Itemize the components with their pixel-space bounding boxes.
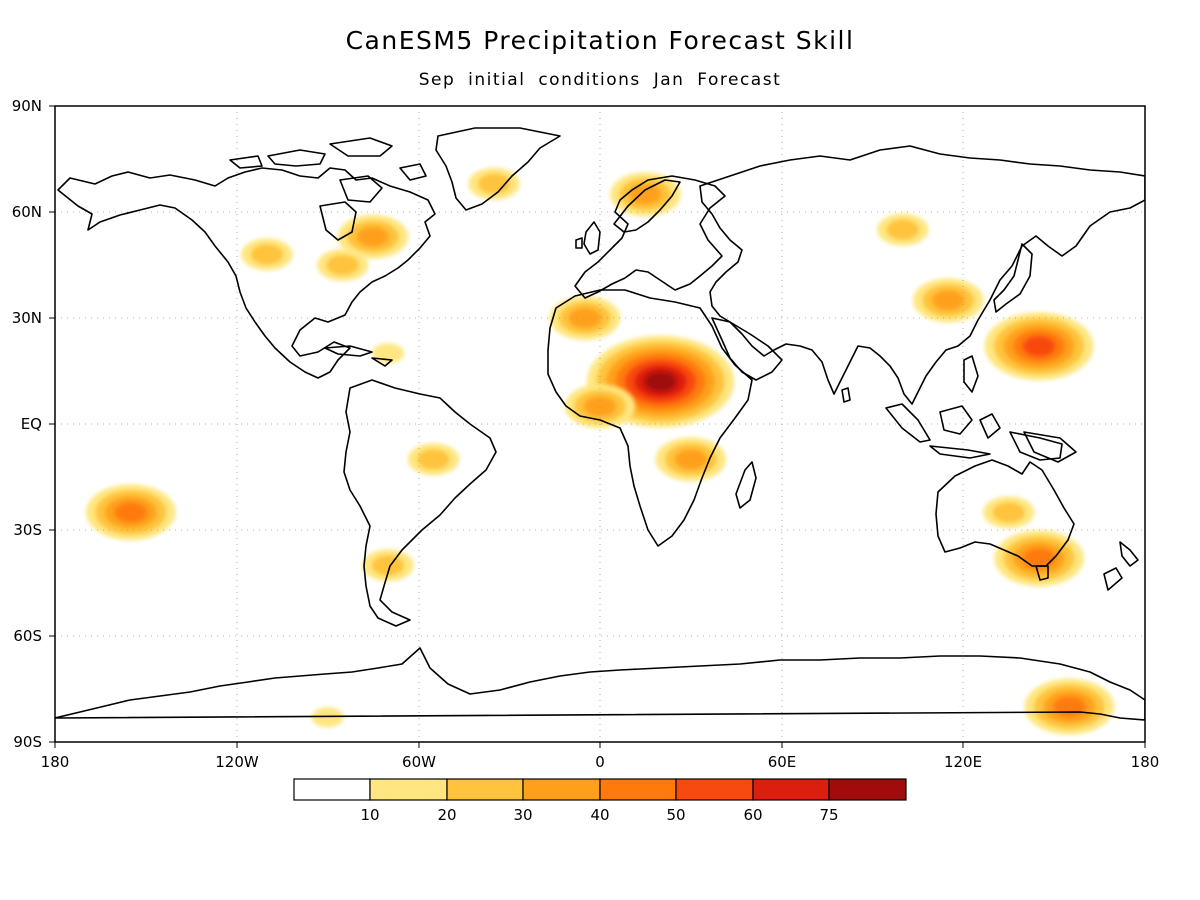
coastlines — [55, 127, 1145, 721]
map-title: CanESM5 Precipitation Forecast Skill — [345, 26, 855, 55]
skill-contour-level-2 — [478, 173, 511, 194]
colorbar-swatch-7 — [828, 778, 907, 801]
skill-contour-level-2 — [992, 502, 1025, 523]
skill-contour-level-2 — [372, 555, 405, 576]
coastline-asia — [699, 145, 1145, 405]
lon-label-60e: 60E — [768, 753, 797, 771]
colorbar-label-20: 20 — [437, 806, 456, 824]
skill-contour-level-3 — [629, 184, 662, 205]
skill-region-west-pacific — [984, 312, 1094, 381]
coastline-tasmania — [1035, 565, 1049, 581]
colorbar-label-30: 30 — [513, 806, 532, 824]
skill-contour-level-4 — [1053, 696, 1086, 717]
skill-region-scandinavia — [610, 172, 681, 217]
skill-region-antarctica — [1024, 678, 1115, 735]
lat-label-60n: 60N — [12, 203, 42, 221]
skill-region-canada — [337, 214, 409, 259]
skill-contour-level-2 — [250, 244, 283, 265]
colorbar-label-10: 10 — [360, 806, 379, 824]
skill-contour-level-3 — [568, 308, 601, 328]
coastline-europe — [574, 175, 726, 299]
map-gridlines — [55, 106, 1145, 742]
lon-label-120e: 120E — [944, 753, 982, 771]
coastline-caribbean — [324, 345, 393, 367]
colorbar-swatch-1 — [369, 778, 448, 801]
colorbar-label-50: 50 — [666, 806, 685, 824]
skill-contour-level-7 — [644, 371, 677, 392]
skill-contour-level-5 — [1023, 336, 1056, 357]
coastline-arctic-islands — [229, 137, 427, 203]
skill-region-siberia — [877, 213, 929, 246]
coastline-arabia — [711, 317, 783, 381]
lat-label-30s: 30S — [13, 521, 42, 539]
skill-region-antarctic-coast — [311, 707, 344, 728]
colorbar-label-60: 60 — [743, 806, 762, 824]
coastline-scandinavia — [613, 179, 681, 233]
skill-contour-level-2 — [886, 219, 919, 240]
coastline-british-isles — [575, 221, 601, 255]
coastline-africa — [547, 289, 753, 547]
skill-region-east-asia — [912, 278, 984, 323]
coastline-greenland — [435, 127, 561, 211]
skill-contour-level-2 — [326, 255, 359, 275]
skill-region-australia — [983, 496, 1035, 529]
lon-label-60w: 60W — [402, 753, 436, 771]
skill-region-western-us — [241, 238, 293, 271]
coastline-new-guinea — [1023, 431, 1077, 463]
colorbar-swatch-5 — [675, 778, 754, 801]
skill-shading — [85, 167, 1115, 735]
lat-label-90s: 90S — [13, 733, 42, 751]
colorbar-swatch-3 — [522, 778, 601, 801]
lat-label-eq: EQ — [21, 415, 42, 433]
lon-label-120w: 120W — [215, 753, 259, 771]
colorbar-label-75: 75 — [819, 806, 838, 824]
map-subtitle: Sep initial conditions Jan Forecast — [418, 70, 782, 90]
skill-region-se-australia — [994, 530, 1084, 587]
coastline-se-asia-islands — [885, 355, 1063, 461]
skill-contour-level-3 — [356, 226, 389, 247]
coastline-antarctica — [55, 647, 1145, 721]
skill-region-great-lakes — [317, 249, 369, 281]
skill-region-east-africa — [655, 437, 727, 482]
skill-contour-level-4 — [114, 502, 147, 523]
coastline-hudson-bay — [319, 201, 357, 241]
lat-label-30n: 30N — [12, 309, 42, 327]
skill-contour-level-2 — [417, 449, 450, 470]
colorbar: 10 20 30 40 50 60 75 — [293, 778, 907, 824]
skill-contour-level-4 — [1023, 548, 1056, 569]
coastline-north-america — [57, 167, 436, 379]
coastline-new-zealand — [1103, 541, 1139, 591]
skill-region-sahara — [549, 296, 621, 340]
coastline-south-america — [343, 379, 497, 627]
coastline-australia — [935, 459, 1075, 567]
colorbar-swatch-2 — [446, 778, 524, 801]
skill-region-south-pacific — [85, 484, 176, 541]
skill-contour-level-3 — [932, 290, 965, 311]
coastline-sri-lanka — [841, 387, 851, 403]
skill-region-amazon — [407, 443, 460, 476]
skill-contour-level-3 — [674, 449, 707, 470]
skill-region-patagonia — [362, 549, 414, 582]
skill-region-greenland — [468, 167, 520, 200]
colorbar-swatch-6 — [752, 778, 830, 801]
colorbar-swatch-0 — [293, 778, 371, 801]
longitude-labels: 180 120W 60W 0 60E 120E 180 — [41, 753, 1160, 771]
lon-label-180e: 180 — [1131, 753, 1160, 771]
colorbar-swatch-4 — [599, 778, 677, 801]
lat-label-90n: 90N — [12, 97, 42, 115]
lon-label-180w: 180 — [41, 753, 70, 771]
latitude-labels: 90N 60N 30N EQ 30S 60S 90S — [12, 97, 42, 751]
lon-label-0: 0 — [595, 753, 605, 771]
map-ticks — [49, 105, 1146, 748]
coastline-madagascar — [735, 461, 757, 509]
lat-label-60s: 60S — [13, 627, 42, 645]
colorbar-label-40: 40 — [590, 806, 609, 824]
skill-contour-level-1 — [311, 707, 344, 728]
coastline-japan — [993, 243, 1033, 313]
